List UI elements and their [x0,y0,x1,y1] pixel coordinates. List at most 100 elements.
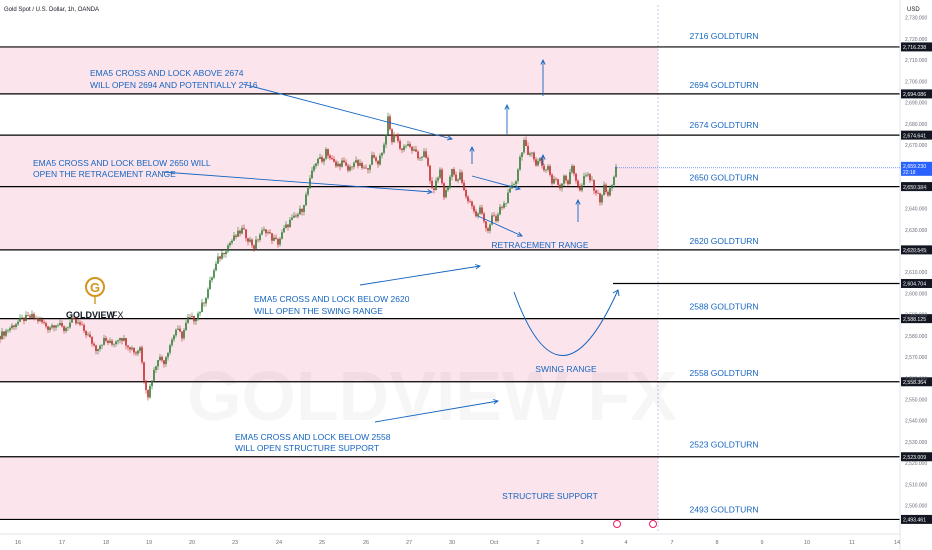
candle-body [455,174,457,181]
candle-body [591,179,593,181]
y-tick-label: 2,730.000 [905,16,927,22]
candle-body [135,352,137,354]
candle-body [307,188,309,195]
level-price-tag [901,182,932,192]
candle-body [429,165,431,181]
candle-body [609,188,611,196]
candle-body [163,360,165,365]
candle-body [533,152,535,160]
candle-body [211,277,213,281]
candle-body [225,251,227,255]
candle-body [491,215,493,225]
candle-body [287,224,289,227]
candle-body [267,232,269,234]
swing-curve [513,289,619,356]
candle-body [323,158,325,162]
level-price-label: 2,650.384 [903,185,926,191]
candle-body [103,337,105,345]
candle-body [355,160,357,163]
y-tick-label: 2,530.000 [905,440,927,446]
y-tick-label: 2,520.000 [905,461,927,467]
candle-body [541,158,543,166]
candle-body [59,323,61,326]
candle-body [33,313,35,319]
annotations: EMA5 CROSS AND LOCK ABOVE 2674 WILL OPEN … [33,58,620,501]
arrow-line [471,175,521,190]
candle-body [291,217,293,220]
level-price-label: 2,674.641 [903,133,926,139]
candle-body [283,227,285,233]
candle-body [395,134,397,136]
candle-body [303,205,305,212]
arrow-line [242,83,453,140]
event-marker [613,520,621,528]
candle-body [359,162,361,166]
candle-body [415,149,417,152]
candle-body [115,341,117,345]
watermark-text: GOLDVIEW FX [187,357,677,435]
candle-body [379,155,381,165]
candle-body [223,252,225,255]
level-price-label: 2,620.545 [903,248,926,254]
candle-body [421,156,423,158]
candle-body [585,175,587,177]
candle-body [245,229,247,239]
candle-body [561,183,563,189]
candle-body [565,175,567,181]
candle-body [495,216,497,222]
candle-body [133,347,135,353]
level-label: 2493 GOLDTURN [690,504,759,514]
candle-body [61,323,63,327]
candle-body [79,322,81,325]
candle-body [175,329,177,336]
candle-body [433,188,435,191]
candle-body [277,238,279,245]
y-tick-label: 2,710.000 [905,58,927,64]
level-label: 2588 GOLDTURN [690,302,759,312]
candle-body [481,207,483,214]
candle-body [139,347,141,351]
symbol-title[interactable]: Gold Spot / U.S. Dollar, 1h, OANDA [4,7,99,13]
candle-body [229,242,231,246]
candle-body [215,263,217,271]
y-tick-label: 2,720.000 [905,37,927,43]
arrow-head [540,58,546,65]
candle-body [57,325,59,326]
candle-body [281,232,283,239]
candle-body [65,327,67,331]
candle-body [203,302,205,304]
price-axis[interactable]: 2,500.000 2,510.000 2,520.000 2,530.000 2,54… [615,0,932,550]
candle-body [299,208,301,215]
candle-body [271,233,273,241]
candle-body [557,179,559,185]
candle-body [459,172,461,180]
y-tick-label: 2,500.000 [905,504,927,510]
candle-body [145,380,147,390]
candle-body [313,166,315,171]
candle-body [71,317,73,323]
candle-body [67,327,69,328]
y-tick-label: 2,560.000 [905,376,927,382]
y-tick-label: 2,630.000 [905,228,927,234]
x-tick-label: 26 [363,540,369,546]
candle-body [105,337,107,341]
time-axis[interactable]: 16 17 18 19 20 23 24 25 26 27 30 Oct 2 3 4 7 8 9 10 11 14 [0,520,900,547]
candle-body [351,166,353,168]
candle-body [99,345,101,350]
arrow-line [359,265,481,286]
candle-body [311,170,313,179]
candle-body [535,159,537,166]
candle-body [503,203,505,208]
candle-body [241,228,243,234]
candle-body [253,245,255,249]
candle-body [235,235,237,237]
candle-body [525,140,527,147]
candle-body [111,340,113,345]
level-label: 2558 GOLDTURN [690,368,759,378]
event-marker [649,520,657,528]
level-price-tag [901,314,932,324]
candle-body [517,169,519,182]
candle-body [361,162,363,168]
candle-body [121,338,123,341]
